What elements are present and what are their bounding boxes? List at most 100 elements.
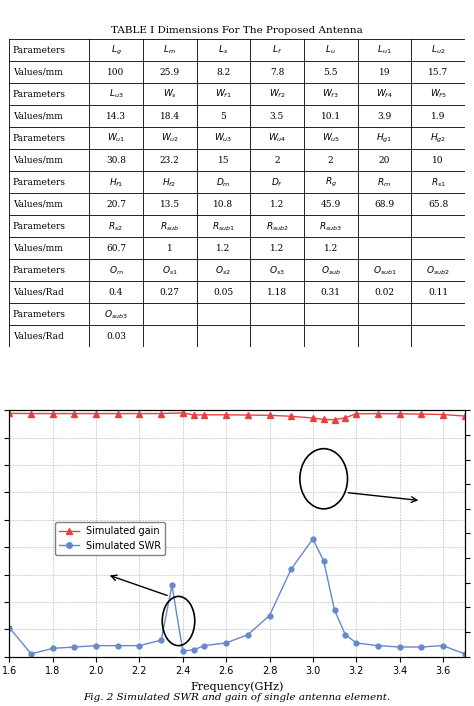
- Text: 1.9: 1.9: [431, 112, 445, 121]
- Text: $D_m$: $D_m$: [216, 176, 231, 189]
- Simulated SWR: [397, 642, 402, 651]
- Simulated SWR: [50, 644, 55, 652]
- Text: $W_{f3}$: $W_{f3}$: [322, 88, 339, 100]
- Simulated SWR: [158, 636, 164, 645]
- Text: 8.2: 8.2: [216, 68, 230, 77]
- Simulated SWR: [115, 642, 121, 650]
- Line: Simulated SWR: Simulated SWR: [7, 537, 467, 657]
- Simulated SWR: [375, 642, 381, 650]
- Text: Values/mm: Values/mm: [13, 244, 63, 253]
- Simulated SWR: [28, 650, 34, 658]
- Simulated gain: [267, 411, 273, 419]
- Text: $O_{sub1}$: $O_{sub1}$: [373, 264, 396, 277]
- Simulated SWR: [332, 606, 337, 614]
- Simulated gain: [343, 414, 348, 422]
- Simulated SWR: [419, 642, 424, 651]
- Text: $R_m$: $R_m$: [377, 176, 392, 189]
- X-axis label: Frequency(GHz): Frequency(GHz): [191, 682, 283, 693]
- Text: $O_{s3}$: $O_{s3}$: [269, 264, 285, 277]
- Text: $W_s$: $W_s$: [163, 88, 177, 100]
- Text: 1: 1: [167, 244, 173, 253]
- Simulated SWR: [93, 642, 99, 650]
- Text: Parameters: Parameters: [13, 266, 66, 275]
- Simulated gain: [137, 409, 142, 418]
- Text: $W_{u4}$: $W_{u4}$: [268, 132, 286, 145]
- Text: $W_{u5}$: $W_{u5}$: [321, 132, 340, 145]
- Text: Parameters: Parameters: [13, 178, 66, 187]
- Text: Values/Rad: Values/Rad: [13, 288, 64, 297]
- Text: $W_{u3}$: $W_{u3}$: [214, 132, 233, 145]
- Simulated gain: [321, 415, 327, 424]
- Text: Parameters: Parameters: [13, 90, 66, 99]
- Text: 20.7: 20.7: [106, 200, 126, 209]
- Text: $D_f$: $D_f$: [271, 176, 283, 189]
- Simulated SWR: [7, 623, 12, 632]
- Text: 10.1: 10.1: [321, 112, 341, 121]
- Text: 100: 100: [107, 68, 125, 77]
- Text: $H_{f2}$: $H_{f2}$: [163, 176, 177, 189]
- Text: $O_{sub2}$: $O_{sub2}$: [426, 264, 450, 277]
- Text: Parameters: Parameters: [13, 46, 66, 54]
- Simulated SWR: [191, 645, 197, 654]
- Text: 14.3: 14.3: [106, 112, 126, 121]
- Text: 7.8: 7.8: [270, 68, 284, 77]
- Simulated SWR: [169, 581, 175, 590]
- Simulated gain: [419, 409, 424, 418]
- Text: $L_{u2}$: $L_{u2}$: [431, 44, 446, 56]
- Text: 0.27: 0.27: [160, 288, 180, 297]
- Text: 0.05: 0.05: [213, 288, 234, 297]
- Text: $R_g$: $R_g$: [325, 176, 337, 189]
- Text: $O_{sub}$: $O_{sub}$: [321, 264, 341, 277]
- Text: 1.2: 1.2: [270, 244, 284, 253]
- Text: 0.31: 0.31: [321, 288, 341, 297]
- Text: 23.2: 23.2: [160, 156, 180, 164]
- Simulated SWR: [343, 630, 348, 639]
- Simulated gain: [180, 409, 186, 417]
- Text: $L_m$: $L_m$: [163, 44, 176, 56]
- Text: 18.4: 18.4: [160, 112, 180, 121]
- Text: $W_{u1}$: $W_{u1}$: [107, 132, 125, 145]
- Text: $H_{f1}$: $H_{f1}$: [109, 176, 123, 189]
- Text: TABLE I Dimensions For The Proposed Antenna: TABLE I Dimensions For The Proposed Ante…: [111, 26, 363, 35]
- Text: 10.8: 10.8: [213, 200, 233, 209]
- Text: 3.9: 3.9: [377, 112, 392, 121]
- Text: 0.02: 0.02: [374, 288, 394, 297]
- Simulated gain: [201, 411, 207, 419]
- Text: $O_{s2}$: $O_{s2}$: [216, 264, 231, 277]
- Text: $H_{g2}$: $H_{g2}$: [430, 131, 446, 145]
- Text: 0.03: 0.03: [106, 332, 126, 341]
- Text: $W_{f4}$: $W_{f4}$: [376, 88, 393, 100]
- Simulated gain: [93, 409, 99, 418]
- Text: 68.9: 68.9: [374, 200, 394, 209]
- Simulated gain: [191, 411, 197, 419]
- Text: $L_g$: $L_g$: [110, 44, 121, 56]
- Simulated gain: [115, 409, 121, 418]
- Simulated gain: [28, 409, 34, 418]
- Text: 1.18: 1.18: [267, 288, 287, 297]
- Simulated SWR: [267, 611, 273, 620]
- Text: $O_{s1}$: $O_{s1}$: [162, 264, 178, 277]
- Text: 2: 2: [328, 156, 334, 164]
- Text: 25.9: 25.9: [160, 68, 180, 77]
- Text: 19: 19: [379, 68, 390, 77]
- Text: 1.2: 1.2: [270, 200, 284, 209]
- Text: $R_{sub}$: $R_{sub}$: [160, 220, 179, 232]
- Simulated gain: [440, 410, 446, 419]
- Text: $R_{s1}$: $R_{s1}$: [430, 176, 446, 189]
- Text: 60.7: 60.7: [106, 244, 126, 253]
- Simulated SWR: [310, 534, 316, 543]
- Text: Values/Rad: Values/Rad: [13, 332, 64, 341]
- Simulated SWR: [72, 642, 77, 651]
- Simulated SWR: [462, 650, 467, 658]
- Text: $L_f$: $L_f$: [272, 44, 282, 56]
- Simulated SWR: [440, 642, 446, 650]
- Simulated gain: [353, 409, 359, 418]
- Text: Values/mm: Values/mm: [13, 112, 63, 121]
- Text: 0.4: 0.4: [109, 288, 123, 297]
- Text: $W_{u2}$: $W_{u2}$: [161, 132, 179, 145]
- Text: Values/mm: Values/mm: [13, 200, 63, 209]
- Text: 20: 20: [379, 156, 390, 164]
- Text: $W_{f5}$: $W_{f5}$: [430, 88, 447, 100]
- Text: $W_{f2}$: $W_{f2}$: [269, 88, 285, 100]
- Simulated SWR: [223, 639, 229, 647]
